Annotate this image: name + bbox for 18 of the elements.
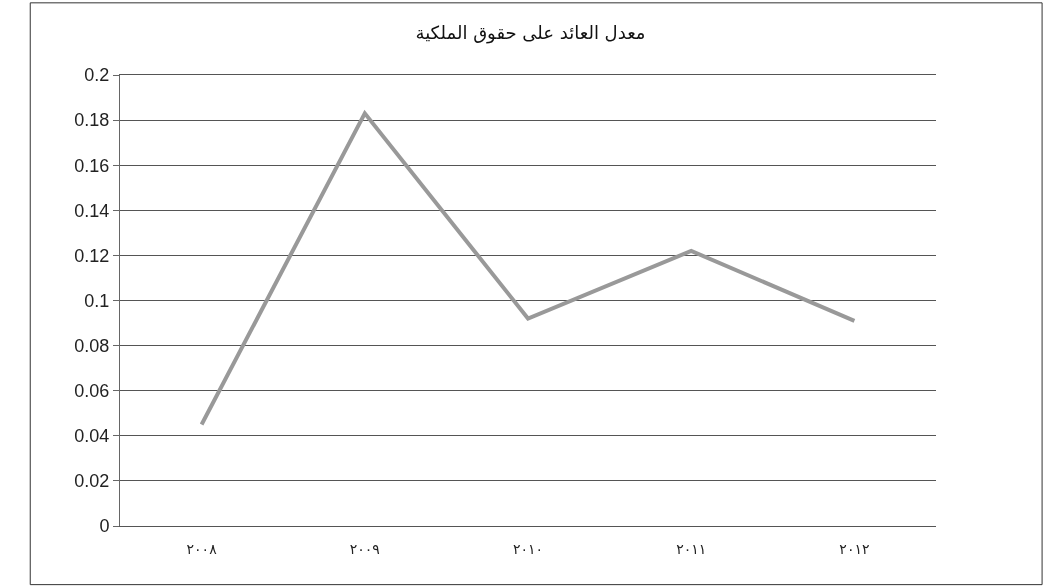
- line-series: [199, 111, 857, 427]
- y-tick-label: 0.1: [84, 290, 110, 311]
- y-tick-label: 0.12: [74, 245, 110, 266]
- y-tick-label: 0.04: [74, 426, 110, 447]
- x-tick-label: ٢٠١١: [676, 540, 707, 557]
- x-tick-label: ٢٠١٠: [512, 540, 544, 557]
- y-tick-label: 0: [99, 516, 110, 537]
- y-tick-label: 0.08: [74, 335, 110, 356]
- x-tick-label: ٢٠٠٩: [349, 540, 380, 557]
- y-tick-label: 0.16: [74, 155, 110, 176]
- chart-title: معدل العائد على حقوق الملكية: [415, 21, 646, 44]
- x-tick-label: ٢٠٠٨: [186, 540, 218, 557]
- x-tick-label: ٢٠١٢: [839, 540, 870, 557]
- y-tick-label: 0.02: [74, 471, 110, 492]
- y-tick-label: 0.18: [74, 110, 110, 131]
- y-tick-label: 0.2: [84, 65, 110, 86]
- y-tick-label: 0.06: [74, 381, 110, 401]
- y-tick-label: 0.14: [74, 200, 110, 221]
